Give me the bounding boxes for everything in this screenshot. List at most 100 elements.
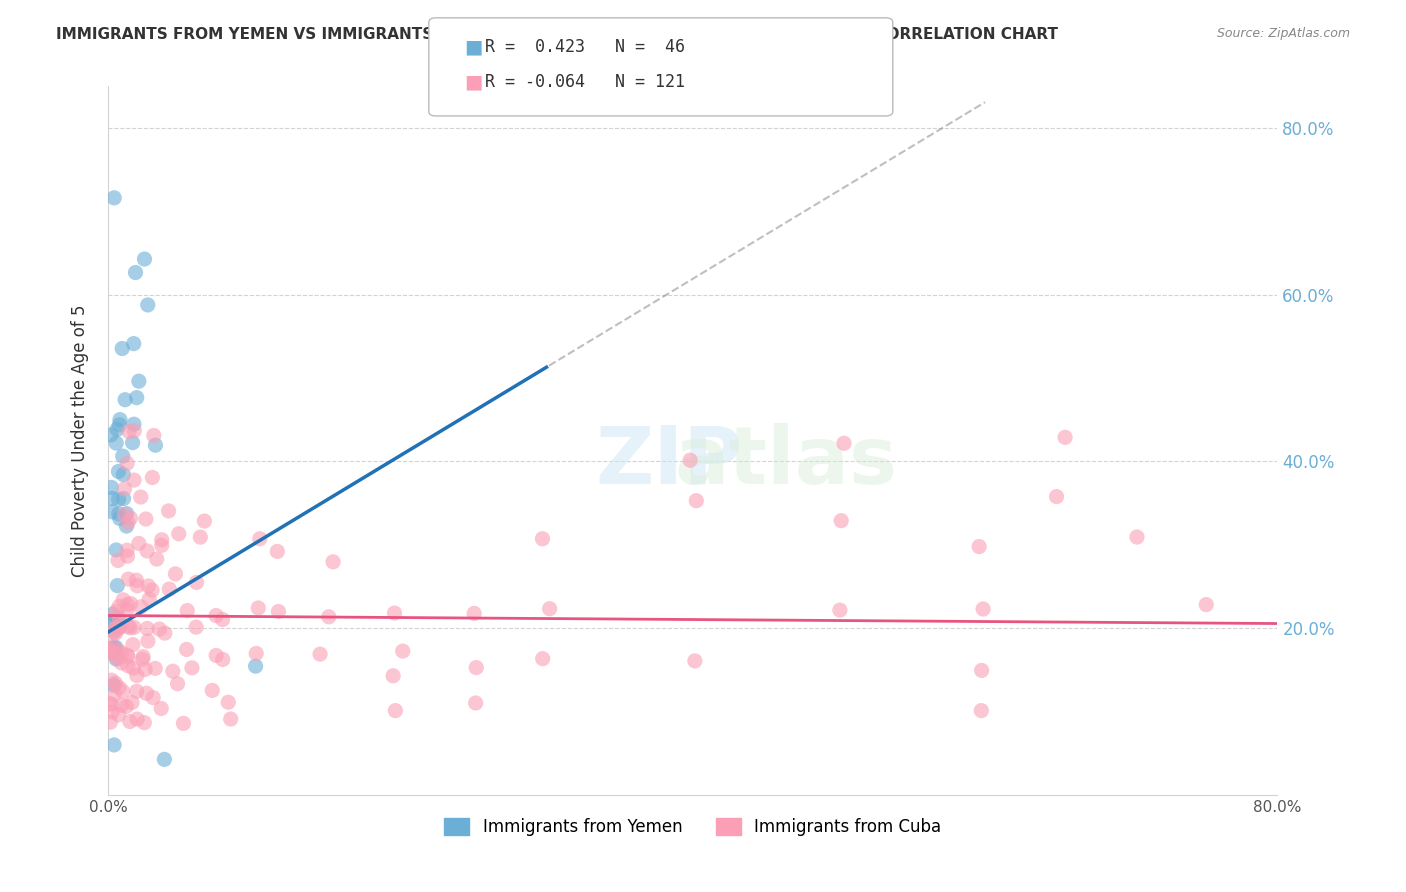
- Point: [103, 688, 125, 702]
- Point: [1195, 598, 1218, 612]
- Point: [110, 656, 132, 670]
- Point: [122, 336, 145, 351]
- Point: [249, 532, 271, 546]
- Point: [101, 705, 124, 719]
- Point: [125, 574, 148, 588]
- Text: ■: ■: [464, 37, 482, 57]
- Point: [157, 582, 180, 596]
- Point: [211, 652, 233, 666]
- Point: [107, 707, 129, 722]
- Point: [124, 424, 146, 438]
- Point: [465, 660, 488, 674]
- Point: [828, 603, 851, 617]
- Point: [135, 686, 157, 700]
- Point: [111, 449, 134, 463]
- Point: [103, 625, 125, 640]
- Point: [167, 526, 190, 541]
- Point: [101, 505, 124, 519]
- Point: [104, 626, 127, 640]
- Point: [117, 516, 139, 530]
- Point: [384, 704, 406, 718]
- Point: [100, 428, 122, 442]
- Point: [127, 579, 149, 593]
- Point: [117, 658, 139, 673]
- Point: [245, 659, 267, 673]
- Point: [166, 676, 188, 690]
- Point: [112, 592, 135, 607]
- Point: [318, 609, 340, 624]
- Point: [145, 438, 167, 452]
- Point: [107, 465, 129, 479]
- Point: [120, 597, 142, 611]
- Point: [145, 552, 167, 566]
- Point: [128, 374, 150, 388]
- Point: [128, 536, 150, 550]
- Point: [115, 507, 138, 521]
- Point: [188, 530, 211, 544]
- Point: [136, 544, 159, 558]
- Point: [105, 422, 128, 436]
- Point: [157, 504, 180, 518]
- Point: [108, 611, 131, 625]
- Point: [134, 662, 156, 676]
- Point: [115, 699, 138, 714]
- Point: [211, 612, 233, 626]
- Point: [107, 492, 129, 507]
- Point: [115, 543, 138, 558]
- Point: [129, 490, 152, 504]
- Point: [117, 572, 139, 586]
- Point: [103, 738, 125, 752]
- Text: R = -0.064   N = 121: R = -0.064 N = 121: [485, 73, 685, 91]
- Point: [114, 482, 136, 496]
- Point: [142, 428, 165, 442]
- Point: [107, 507, 129, 521]
- Point: [136, 634, 159, 648]
- Point: [165, 566, 187, 581]
- Point: [100, 673, 122, 688]
- Point: [105, 651, 128, 665]
- Point: [105, 543, 128, 558]
- Point: [967, 540, 990, 554]
- Point: [134, 715, 156, 730]
- Point: [153, 626, 176, 640]
- Legend: Immigrants from Yemen, Immigrants from Cuba: Immigrants from Yemen, Immigrants from C…: [437, 812, 948, 843]
- Text: atlas: atlas: [675, 423, 898, 500]
- Point: [830, 514, 852, 528]
- Point: [141, 583, 163, 598]
- Point: [382, 669, 405, 683]
- Point: [683, 654, 706, 668]
- Point: [122, 661, 145, 675]
- Point: [162, 664, 184, 678]
- Point: [141, 470, 163, 484]
- Point: [531, 651, 554, 665]
- Point: [110, 646, 132, 660]
- Point: [112, 467, 135, 482]
- Point: [124, 266, 146, 280]
- Point: [117, 598, 139, 612]
- Point: [172, 716, 194, 731]
- Point: [970, 664, 993, 678]
- Point: [104, 641, 127, 656]
- Point: [266, 544, 288, 558]
- Point: [970, 704, 993, 718]
- Point: [181, 661, 204, 675]
- Point: [205, 608, 228, 623]
- Point: [176, 642, 198, 657]
- Point: [115, 519, 138, 533]
- Point: [176, 603, 198, 617]
- Point: [245, 647, 267, 661]
- Point: [118, 714, 141, 729]
- Point: [142, 690, 165, 705]
- Point: [132, 649, 155, 664]
- Point: [110, 698, 132, 713]
- Point: [153, 752, 176, 766]
- Point: [219, 712, 242, 726]
- Point: [107, 612, 129, 626]
- Point: [685, 493, 707, 508]
- Point: [322, 555, 344, 569]
- Point: [100, 698, 122, 712]
- Point: [205, 648, 228, 663]
- Point: [111, 342, 134, 356]
- Point: [101, 616, 124, 631]
- Point: [101, 607, 124, 622]
